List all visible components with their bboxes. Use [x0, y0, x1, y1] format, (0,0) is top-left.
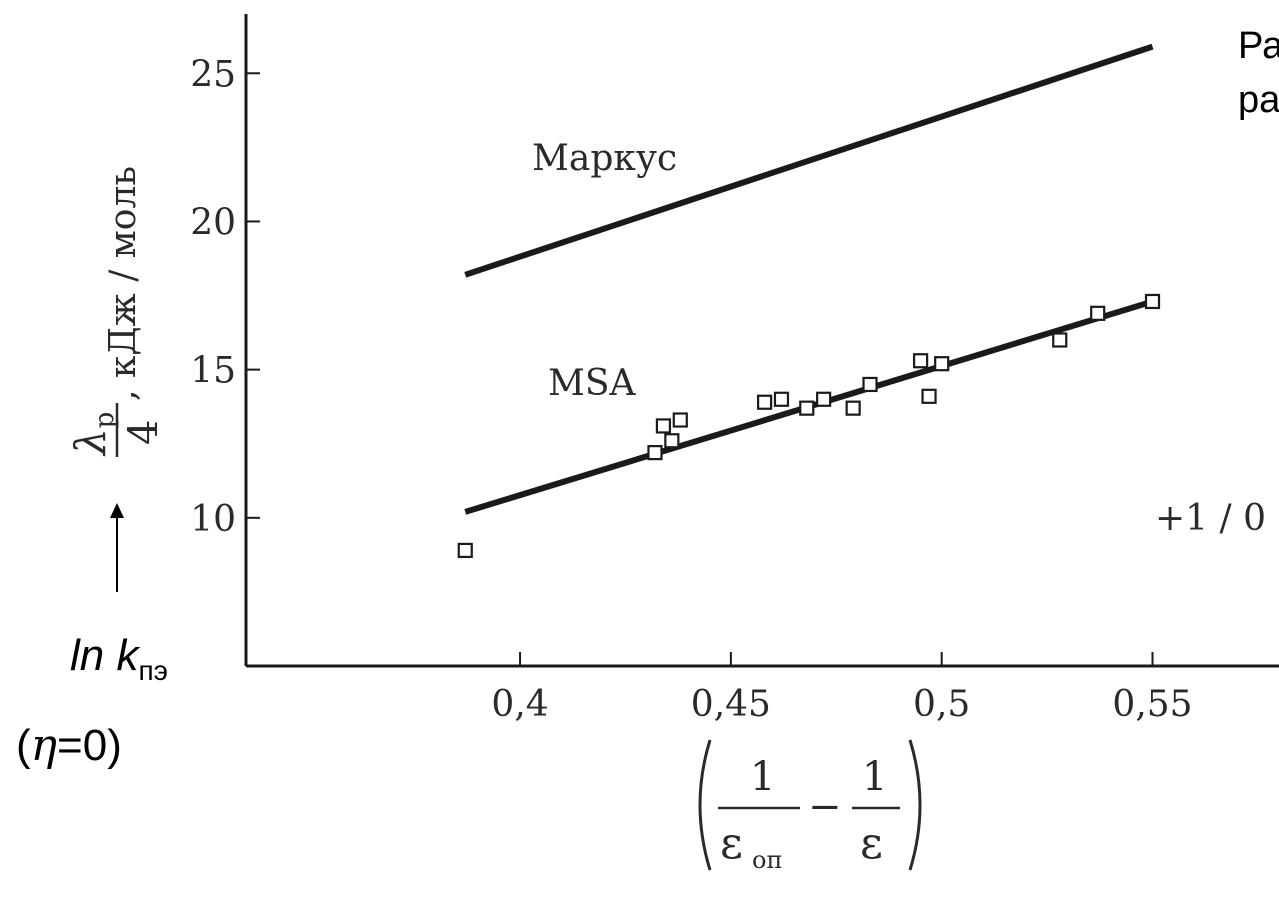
x-label-right-paren — [908, 739, 922, 871]
eta-symbol: η — [31, 720, 57, 771]
eta-open: ( — [16, 721, 31, 770]
data-point-square — [913, 353, 929, 369]
x-label-one-a: 1 — [750, 754, 775, 800]
x-axis-ticks: 0,4 0,45 0,5 0,55 — [491, 652, 1193, 725]
x-tick-label: 0,55 — [1112, 684, 1192, 725]
series-label-msa: MSA — [548, 363, 637, 404]
x-label-eps-a: ε — [720, 818, 743, 869]
x-tick-label: 0,5 — [913, 684, 970, 725]
data-point-square — [655, 418, 672, 434]
y-axis-ticks: 10 15 20 25 — [190, 54, 260, 540]
annotation-right-mid: +1 / 0 — [1155, 498, 1266, 539]
x-label-left-paren — [698, 739, 712, 871]
data-point-square — [799, 400, 815, 416]
y-tick-label: 25 — [190, 54, 236, 95]
y-label-lambda: λ — [66, 428, 115, 457]
data-points — [457, 293, 1161, 559]
up-arrow-icon — [110, 503, 124, 518]
x-label-eps-b: ε — [860, 818, 883, 869]
data-point-square — [773, 391, 790, 407]
series-label-marcus: Маркус — [532, 138, 677, 179]
data-point-square — [1090, 305, 1106, 321]
data-point-square — [457, 542, 473, 559]
y-tick-label: 20 — [190, 202, 236, 243]
data-point-square — [1144, 293, 1161, 310]
x-label-minus: − — [808, 784, 842, 830]
y-label-sub: р — [90, 412, 120, 429]
data-point-square — [862, 376, 878, 393]
data-point-square — [757, 394, 773, 410]
annotation-top-right-2: ра — [1238, 79, 1279, 121]
x-axis-label: 1 ε оп − 1 ε — [698, 739, 922, 874]
eta-label: (η=0) — [16, 720, 122, 771]
annotation-top-right-1: Ра — [1238, 25, 1279, 67]
x-label-eps-sub: оп — [752, 846, 782, 874]
x-tick-label: 0,45 — [691, 684, 771, 725]
data-point-square — [672, 412, 688, 428]
ln-k-sub: пэ — [138, 655, 167, 686]
x-tick-label: 0,4 — [491, 684, 548, 725]
data-point-square — [1052, 332, 1068, 348]
eta-tail: =0) — [57, 721, 122, 770]
y-tick-label: 15 — [190, 351, 236, 392]
data-point-square — [816, 391, 832, 407]
ln-k-label: ln kпэ — [70, 631, 168, 686]
data-point-square — [934, 356, 950, 372]
y-label-denominator: 4 — [121, 420, 167, 445]
series-lines — [464, 43, 1154, 515]
y-axis-label: λр 4 , кДж / моль — [66, 166, 167, 457]
data-point-square — [921, 388, 937, 404]
svg-text:λр: λр — [66, 412, 120, 457]
data-point-square — [647, 445, 663, 461]
ln-k-text: ln k — [70, 631, 140, 680]
y-label-units: , кДж / моль — [103, 166, 144, 401]
data-point-square — [664, 433, 680, 449]
data-point-square — [845, 400, 861, 416]
x-label-one-b: 1 — [862, 754, 887, 800]
y-tick-label: 10 — [190, 499, 236, 540]
series-line — [464, 43, 1154, 278]
